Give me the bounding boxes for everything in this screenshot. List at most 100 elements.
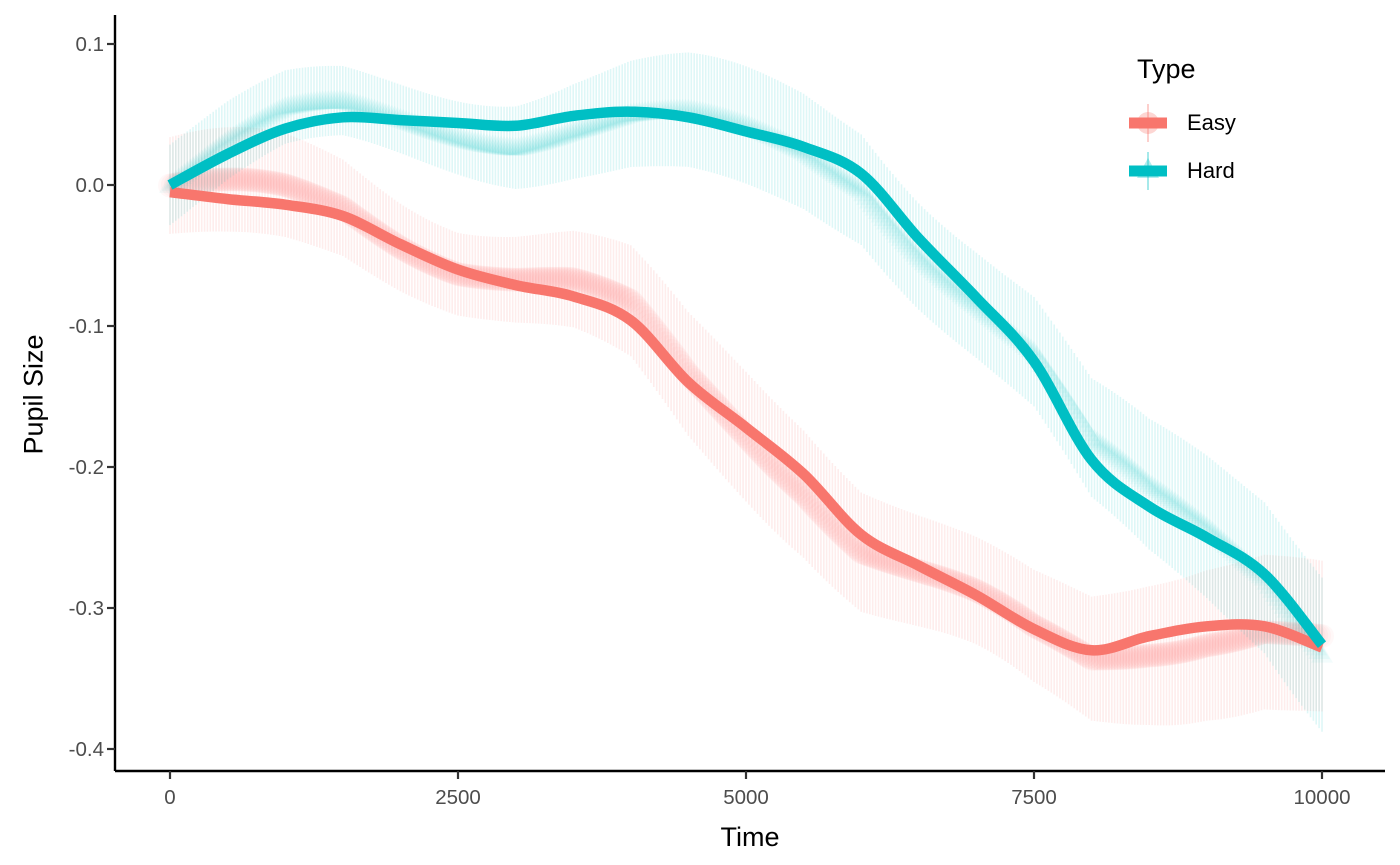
hard-point-marker [596, 110, 619, 130]
easy-line-glyph [1129, 117, 1167, 129]
easy-point-marker [852, 541, 877, 566]
easy-point-marker [607, 283, 632, 308]
legend-title: Type [1137, 54, 1196, 84]
hard-point-marker [213, 131, 236, 151]
hard-point-marker [1158, 487, 1181, 507]
hard-point-marker [1161, 489, 1184, 509]
hard-point-marker [565, 119, 588, 139]
easy-point-marker [284, 177, 309, 201]
hard-point-marker [357, 97, 380, 116]
hard-point-marker [455, 129, 478, 149]
hard-point-marker [314, 90, 337, 110]
x-tick-label: 2500 [435, 786, 481, 809]
hard-point-marker [879, 213, 901, 233]
hard-point-marker [475, 133, 498, 153]
hard-point-marker [807, 150, 829, 170]
easy-point-marker [204, 167, 229, 192]
easy-point-marker [207, 167, 231, 192]
hard-point-marker [858, 189, 881, 209]
easy-point-marker [238, 168, 263, 192]
easy-point-marker [546, 266, 571, 291]
hard-point-marker [424, 120, 446, 139]
easy-point-marker [808, 501, 833, 525]
easy-point-marker [250, 169, 275, 194]
hard-point-marker [844, 175, 867, 195]
hard-point-marker [242, 113, 265, 133]
hard-point-marker [945, 278, 968, 298]
easy-point-marker [788, 479, 813, 504]
hard-point-marker [294, 92, 317, 112]
hard-point-marker [461, 130, 484, 150]
easy-point-marker [258, 170, 283, 195]
hard-point-marker [513, 135, 536, 155]
hard-point-marker [536, 129, 559, 149]
hard-point-marker [544, 126, 567, 146]
easy-point-marker [552, 266, 577, 291]
hard-point-marker [841, 173, 864, 193]
hard-point-marker [1118, 455, 1140, 475]
easy-point-marker [1125, 644, 1150, 669]
hard-point-marker [1175, 500, 1198, 519]
hard-point-marker [568, 119, 590, 138]
y-tick-label: -0.3 [69, 597, 104, 620]
easy-point-marker [567, 268, 591, 293]
hard-point-marker [337, 91, 360, 111]
easy-point-marker [621, 292, 646, 317]
hard-point-marker [573, 117, 596, 137]
easy-point-marker [296, 181, 321, 206]
easy-point-marker [1145, 643, 1170, 667]
easy-point-marker [1223, 628, 1248, 652]
hard-point-marker [274, 96, 297, 116]
hard-point-marker [305, 90, 328, 110]
hard-point-marker [910, 248, 933, 268]
easy-point-marker [1180, 637, 1205, 662]
hard-point-marker [496, 136, 518, 156]
hard-point-marker [893, 230, 916, 250]
hard-point-marker [225, 123, 248, 143]
easy-point-marker [1186, 635, 1211, 660]
easy-point-marker [198, 168, 223, 193]
easy-point-marker [1168, 639, 1193, 664]
hard-point-marker [591, 112, 613, 131]
hard-point-marker [1123, 460, 1146, 480]
easy-point-marker [261, 170, 286, 195]
hard-point-marker [582, 114, 605, 134]
hard-point-marker [1112, 450, 1135, 470]
hard-point-marker [804, 148, 827, 168]
easy-point-marker [1131, 644, 1156, 669]
easy-point-marker [768, 460, 793, 485]
hard-point-marker [527, 131, 550, 151]
hard-point-marker [493, 135, 516, 155]
easy-point-marker [1235, 625, 1260, 649]
hard-point-marker [951, 283, 973, 303]
hard-point-marker [444, 126, 467, 146]
hard-point-marker [1095, 437, 1117, 456]
easy-point-marker [584, 274, 609, 299]
hard-point-marker [256, 104, 279, 124]
hard-point-marker [432, 122, 455, 142]
easy-point-marker [281, 176, 306, 200]
hard-point-marker [873, 207, 896, 226]
hard-point-marker [447, 127, 469, 147]
hard-point-marker [936, 271, 959, 291]
y-tick-label: -0.1 [69, 315, 104, 338]
hard-point-marker [953, 285, 976, 305]
easy-point-marker [247, 168, 272, 193]
hard-point-marker [1164, 491, 1187, 511]
hard-point-marker [277, 95, 300, 115]
hard-point-marker [948, 280, 971, 300]
hard-point-marker [556, 122, 579, 142]
hard-point-marker [861, 193, 884, 213]
hard-point-marker [887, 223, 910, 243]
easy-point-marker [1117, 645, 1141, 670]
hard-line-glyph [1129, 165, 1167, 177]
hard-point-marker [1109, 448, 1132, 468]
hard-point-marker [1155, 485, 1178, 504]
easy-point-marker [1212, 630, 1237, 655]
hard-point-marker [1120, 457, 1143, 477]
hard-point-marker [354, 96, 377, 116]
hard-point-marker [550, 124, 573, 144]
hard-point-marker [902, 239, 924, 259]
y-tick-label: -0.2 [69, 456, 104, 479]
hard-point-marker [421, 119, 444, 139]
